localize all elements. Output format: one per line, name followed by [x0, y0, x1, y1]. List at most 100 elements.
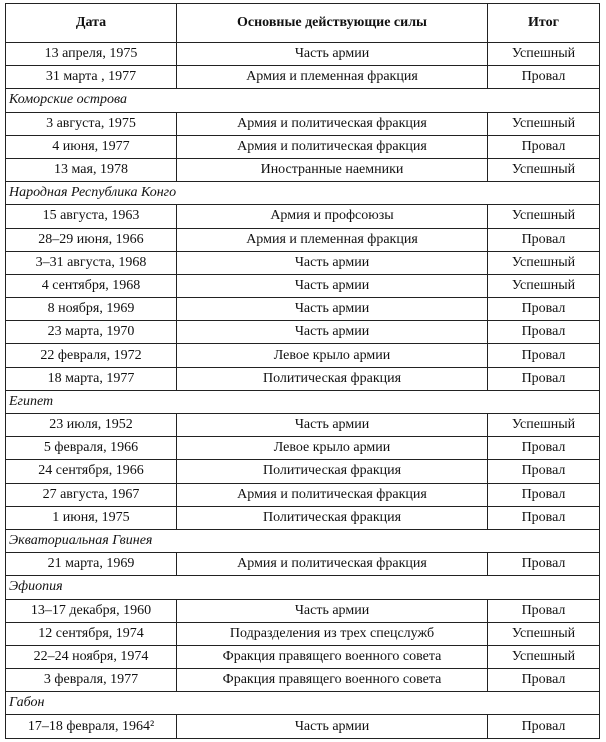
header-cell: Дата [5, 3, 177, 43]
date-cell: 12 сентября, 1974 [5, 621, 177, 646]
date-cell: 21 марта, 1969 [5, 552, 177, 577]
coup-table: Дата Основные действующие силы Итог 13 апр… [5, 3, 600, 739]
data-row: 8 ноября, 1969 Часть армии Провал [5, 297, 600, 322]
result-cell: Провал [487, 366, 600, 391]
result-cell: Успешный [487, 204, 600, 229]
result-cell: Успешный [487, 250, 600, 275]
header-row: Дата Основные действующие силы Итог [5, 3, 600, 43]
forces-cell: Армия и племенная фракция [176, 65, 488, 90]
data-row: 12 сентября, 1974 Подразделения из трех с… [5, 621, 600, 646]
date-cell: 27 августа, 1967 [5, 482, 177, 507]
date-cell: 15 августа, 1963 [5, 204, 177, 229]
date-cell: 31 марта , 1977 [5, 65, 177, 90]
forces-cell: Часть армии [176, 320, 488, 345]
forces-cell: Часть армии [176, 41, 488, 67]
data-row: 4 июня, 1977 Армия и политическая фракция… [5, 134, 600, 159]
data-row: 17–18 февраля, 1964² Часть армии Провал [5, 714, 600, 739]
forces-cell: Политическая фракция [176, 366, 488, 391]
data-row: 1 июня, 1975 Политическая фракция Провал [5, 505, 600, 530]
result-cell: Провал [487, 65, 600, 90]
data-row: 13 апреля, 1975 Часть армии Успешный [5, 41, 600, 67]
forces-cell: Политическая фракция [176, 459, 488, 484]
data-row: 31 марта , 1977 Армия и племенная фракция… [5, 65, 600, 90]
date-cell: 18 марта, 1977 [5, 366, 177, 391]
section-title: Экваториальная Гвинея [5, 528, 600, 554]
section-title: Габон [5, 691, 600, 716]
result-cell: Успешный [487, 644, 600, 670]
header-cell: Итог [487, 3, 600, 43]
header-cell: Основные действующие силы [176, 3, 488, 43]
data-row: 28–29 июня, 1966 Армия и племенная фракци… [5, 227, 600, 252]
data-row: 13–17 декабря, 1960 Часть армии Провал [5, 598, 600, 623]
result-cell: Провал [487, 227, 600, 252]
result-cell: Успешный [487, 273, 600, 299]
forces-cell: Фракция правящего военного совета [176, 644, 488, 670]
result-cell: Провал [487, 320, 600, 345]
result-cell: Успешный [487, 412, 600, 438]
date-cell: 13–17 декабря, 1960 [5, 598, 177, 623]
data-row: 3–31 августа, 1968 Часть армии Успешный [5, 250, 600, 275]
result-cell: Провал [487, 668, 600, 693]
date-cell: 3 февраля, 1977 [5, 668, 177, 693]
date-cell: 1 июня, 1975 [5, 505, 177, 530]
result-cell: Провал [487, 552, 600, 577]
section-title: Коморские острова [5, 88, 600, 113]
result-cell: Провал [487, 297, 600, 322]
data-row: 3 февраля, 1977 Фракция правящего военног… [5, 668, 600, 693]
forces-cell: Левое крыло армии [176, 436, 488, 461]
result-cell: Провал [487, 598, 600, 623]
forces-cell: Часть армии [176, 412, 488, 438]
data-row: 23 июля, 1952 Часть армии Успешный [5, 412, 600, 438]
result-cell: Успешный [487, 111, 600, 136]
forces-cell: Армия и политическая фракция [176, 134, 488, 159]
data-row: 4 сентября, 1968 Часть армии Успешный [5, 273, 600, 299]
date-cell: 22 февраля, 1972 [5, 343, 177, 368]
result-cell: Успешный [487, 157, 600, 183]
forces-cell: Иностранные наемники [176, 157, 488, 183]
result-cell: Провал [487, 343, 600, 368]
forces-cell: Армия и политическая фракция [176, 111, 488, 136]
forces-cell: Часть армии [176, 250, 488, 275]
data-row: 18 марта, 1977 Политическая фракция Провал [5, 366, 600, 391]
section-row: Египет [5, 389, 600, 415]
section-title: Египет [5, 389, 600, 415]
date-cell: 5 февраля, 1966 [5, 436, 177, 461]
result-cell: Провал [487, 714, 600, 739]
data-row: 24 сентября, 1966 Политическая фракция Про… [5, 459, 600, 484]
forces-cell: Левое крыло армии [176, 343, 488, 368]
table-body: 13 апреля, 1975 Часть армии Успешный 31 мар… [5, 41, 600, 739]
forces-cell: Армия и политическая фракция [176, 552, 488, 577]
table-header: Дата Основные действующие силы Итог [5, 3, 600, 43]
data-row: 13 мая, 1978 Иностранные наемники Успешный [5, 157, 600, 183]
date-cell: 3 августа, 1975 [5, 111, 177, 136]
date-cell: 13 мая, 1978 [5, 157, 177, 183]
forces-cell: Армия и племенная фракция [176, 227, 488, 252]
data-row: 22 февраля, 1972 Левое крыло армии Провал [5, 343, 600, 368]
forces-cell: Часть армии [176, 714, 488, 739]
date-cell: 13 апреля, 1975 [5, 41, 177, 67]
section-row: Эфиопия [5, 575, 600, 600]
date-cell: 23 июля, 1952 [5, 412, 177, 438]
section-title: Народная Республика Конго [5, 181, 600, 206]
forces-cell: Фракция правящего военного совета [176, 668, 488, 693]
date-cell: 24 сентября, 1966 [5, 459, 177, 484]
date-cell: 23 марта, 1970 [5, 320, 177, 345]
result-cell: Провал [487, 134, 600, 159]
data-row: 22–24 ноября, 1974 Фракция правящего воен… [5, 644, 600, 670]
forces-cell: Часть армии [176, 273, 488, 299]
result-cell: Провал [487, 436, 600, 461]
result-cell: Провал [487, 459, 600, 484]
date-cell: 4 июня, 1977 [5, 134, 177, 159]
forces-cell: Армия и профсоюзы [176, 204, 488, 229]
data-row: 3 августа, 1975 Армия и политическая фрак… [5, 111, 600, 136]
forces-cell: Политическая фракция [176, 505, 488, 530]
forces-cell: Часть армии [176, 598, 488, 623]
section-row: Народная Республика Конго [5, 181, 600, 206]
data-row: 5 февраля, 1966 Левое крыло армии Провал [5, 436, 600, 461]
date-cell: 8 ноября, 1969 [5, 297, 177, 322]
data-row: 21 марта, 1969 Армия и политическая фракц… [5, 552, 600, 577]
forces-cell: Часть армии [176, 297, 488, 322]
date-cell: 4 сентября, 1968 [5, 273, 177, 299]
date-cell: 28–29 июня, 1966 [5, 227, 177, 252]
